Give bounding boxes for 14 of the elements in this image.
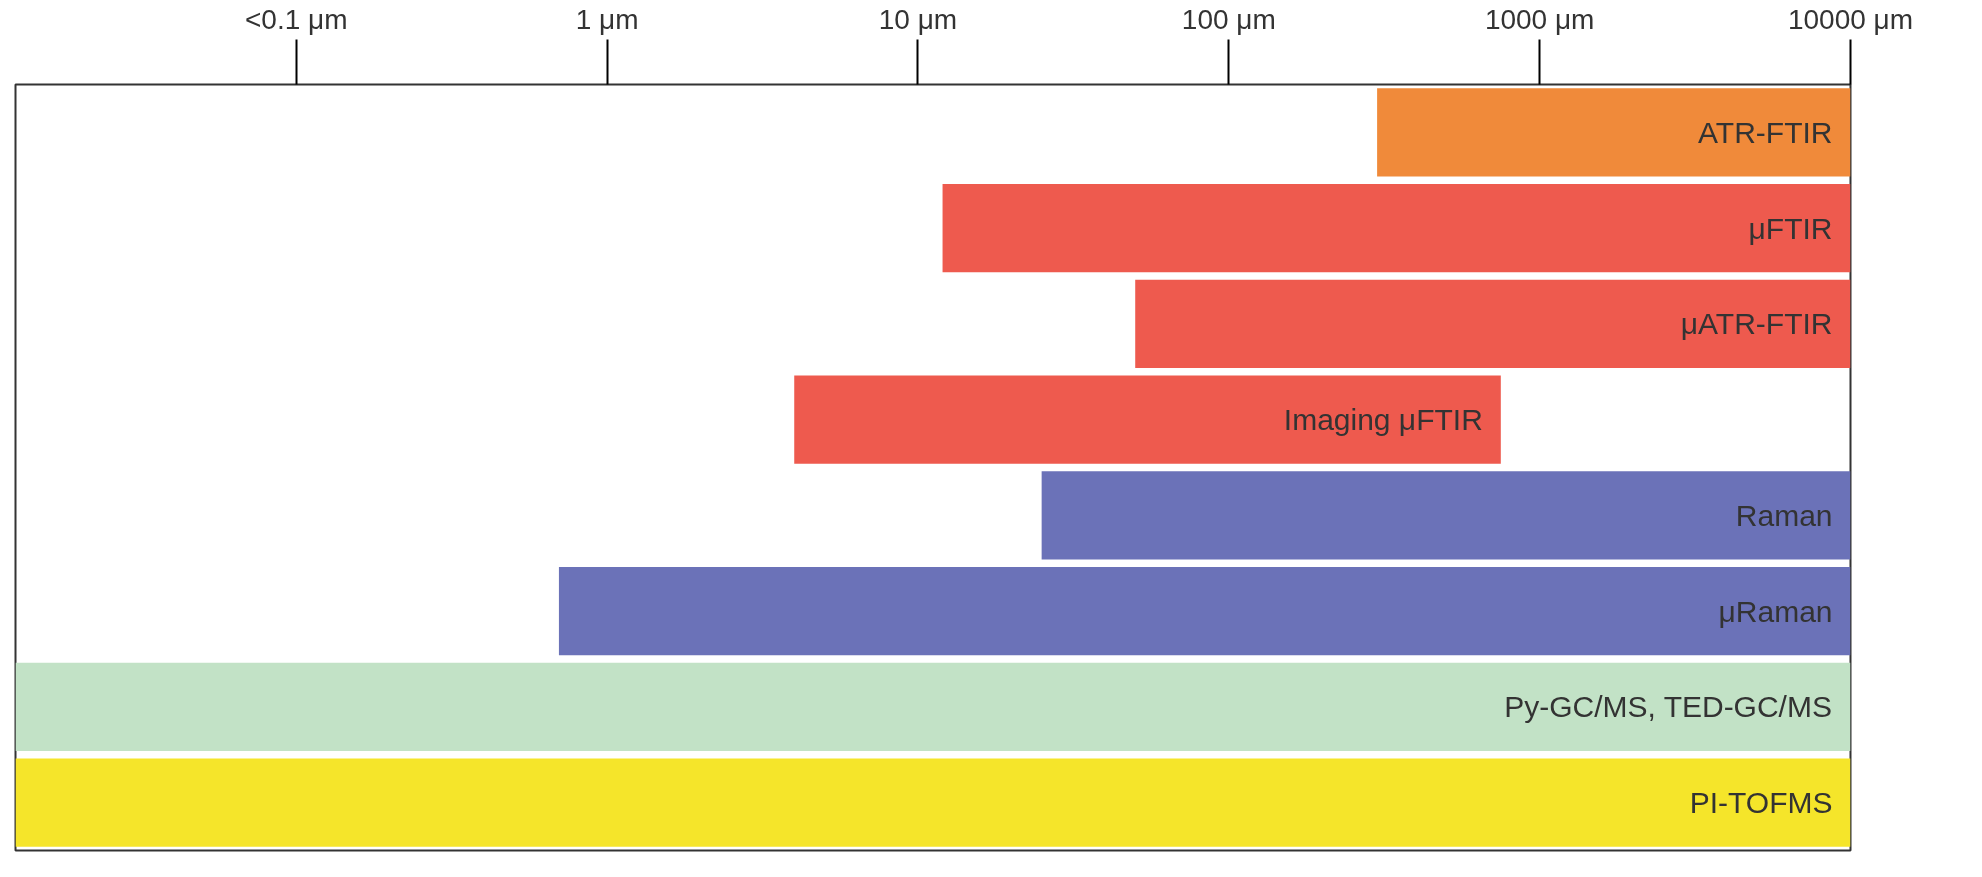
x-tick-label: <0.1 μm (244, 3, 348, 35)
x-tick-label: 100 μm (1181, 3, 1276, 35)
x-tick-label: 1000 μm (1484, 3, 1595, 35)
y-tick-label: Raman (1735, 498, 1833, 532)
y-tick-label: μATR-FTIR (1680, 307, 1833, 341)
y-tick-label: ATR-FTIR (1698, 115, 1833, 149)
y-tick-label: μFTIR (1748, 211, 1833, 245)
y-tick-label: μRaman (1718, 594, 1833, 628)
x-tick-label: 1 μm (575, 3, 639, 35)
y-tick-label: PI-TOFMS (1689, 786, 1833, 820)
x-tick-label: 10000 μm (1787, 3, 1914, 35)
y-tick-label: Py-GC/MS, TED-GC/MS (1504, 690, 1832, 724)
y-tick-label: Imaging μFTIR (1283, 403, 1483, 437)
x-tick-label: 10 μm (878, 3, 958, 35)
